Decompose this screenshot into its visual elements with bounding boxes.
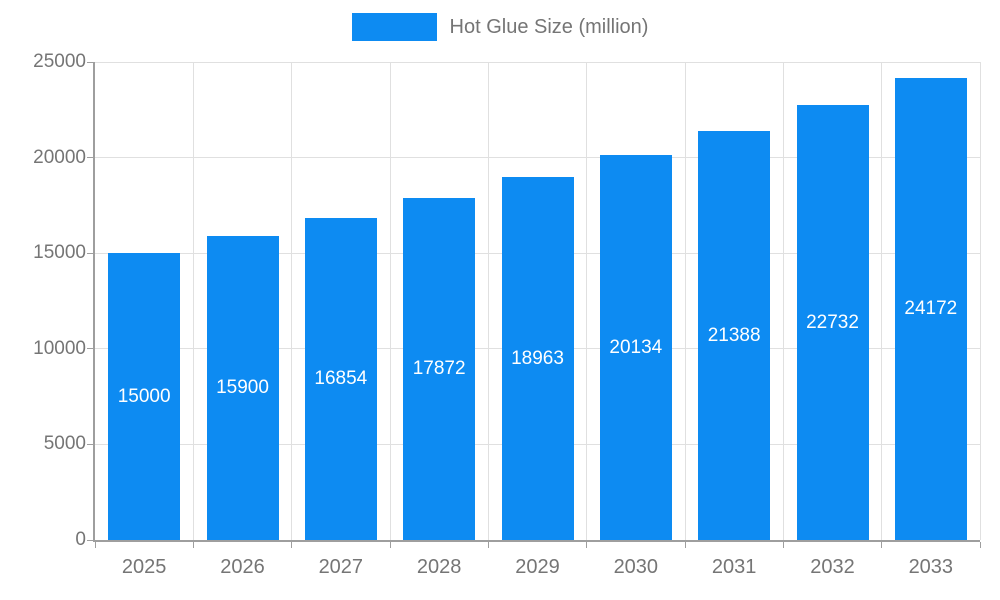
legend[interactable]: Hot Glue Size (million) — [0, 13, 1000, 41]
y-axis-tick — [87, 539, 93, 541]
y-axis-tick — [87, 61, 93, 63]
bar-2026: 15900 — [206, 236, 279, 540]
x-axis-line — [93, 540, 980, 542]
bar-value-label: 15000 — [117, 385, 171, 407]
bar-value-label: 20134 — [609, 336, 663, 358]
x-axis-tick — [586, 542, 588, 548]
v-gridline — [684, 62, 686, 540]
y-axis-line — [93, 62, 95, 542]
bar-2033: 24172 — [894, 77, 967, 540]
y-tick-label: 0 — [75, 529, 86, 550]
v-gridline — [487, 62, 489, 540]
bar-2030: 20134 — [599, 155, 672, 540]
h-gridline — [95, 61, 980, 63]
y-tick-label: 15000 — [33, 242, 86, 264]
v-gridline — [192, 62, 194, 540]
y-axis-tick — [87, 443, 93, 445]
x-tick-label: 2027 — [318, 556, 364, 578]
x-tick-label: 2033 — [908, 556, 954, 578]
bar-2025: 15000 — [108, 253, 181, 540]
x-axis-tick — [881, 542, 883, 548]
x-axis-tick — [487, 542, 489, 548]
x-tick-label: 2030 — [613, 556, 659, 578]
v-gridline — [389, 62, 391, 540]
bar-value-label: 22732 — [806, 311, 859, 333]
x-tick-label: 2032 — [810, 556, 855, 578]
v-gridline — [881, 62, 883, 540]
v-gridline — [291, 62, 293, 540]
bar-2032: 22732 — [796, 105, 869, 540]
y-axis-tick — [87, 348, 93, 350]
bar-value-label: 16854 — [314, 367, 368, 389]
x-axis-tick — [782, 542, 784, 548]
bar-value-label: 24172 — [904, 297, 958, 319]
y-tick-label: 25000 — [33, 51, 86, 72]
y-axis-tick — [87, 157, 93, 159]
bar-2031: 21388 — [698, 131, 771, 540]
bar-value-label: 15900 — [216, 377, 269, 398]
legend-label: Hot Glue Size (million) — [449, 15, 649, 38]
x-tick-label: 2031 — [711, 556, 757, 578]
x-tick-label: 2028 — [416, 556, 462, 578]
x-axis-tick — [979, 542, 981, 548]
bar-2028: 17872 — [403, 198, 476, 540]
bar-value-label: 18963 — [511, 347, 564, 369]
legend-swatch-icon — [351, 13, 437, 41]
bar-value-label: 17872 — [412, 358, 466, 380]
x-axis-tick — [192, 542, 194, 548]
v-gridline — [586, 62, 588, 540]
v-gridline — [782, 62, 784, 540]
v-gridline — [979, 62, 981, 540]
x-axis-tick — [94, 542, 96, 548]
y-axis-tick — [87, 252, 93, 254]
x-tick-label: 2026 — [220, 556, 265, 578]
x-axis-tick — [291, 542, 293, 548]
x-tick-label: 2025 — [121, 556, 167, 578]
plot-area: 15000 15900 16854 17872 18963 20134 21388 22732… — [87, 61, 981, 548]
y-tick-label: 5000 — [43, 433, 86, 455]
bar-value-label: 21388 — [707, 324, 761, 346]
y-tick-label: 20000 — [33, 146, 86, 168]
bar-2027: 16854 — [304, 217, 377, 540]
x-axis-tick — [389, 542, 391, 548]
bar-2029: 18963 — [501, 177, 574, 540]
x-axis-tick — [684, 542, 686, 548]
h-gridline — [95, 157, 980, 159]
x-tick-label: 2029 — [515, 556, 560, 578]
y-tick-label: 10000 — [33, 337, 86, 359]
